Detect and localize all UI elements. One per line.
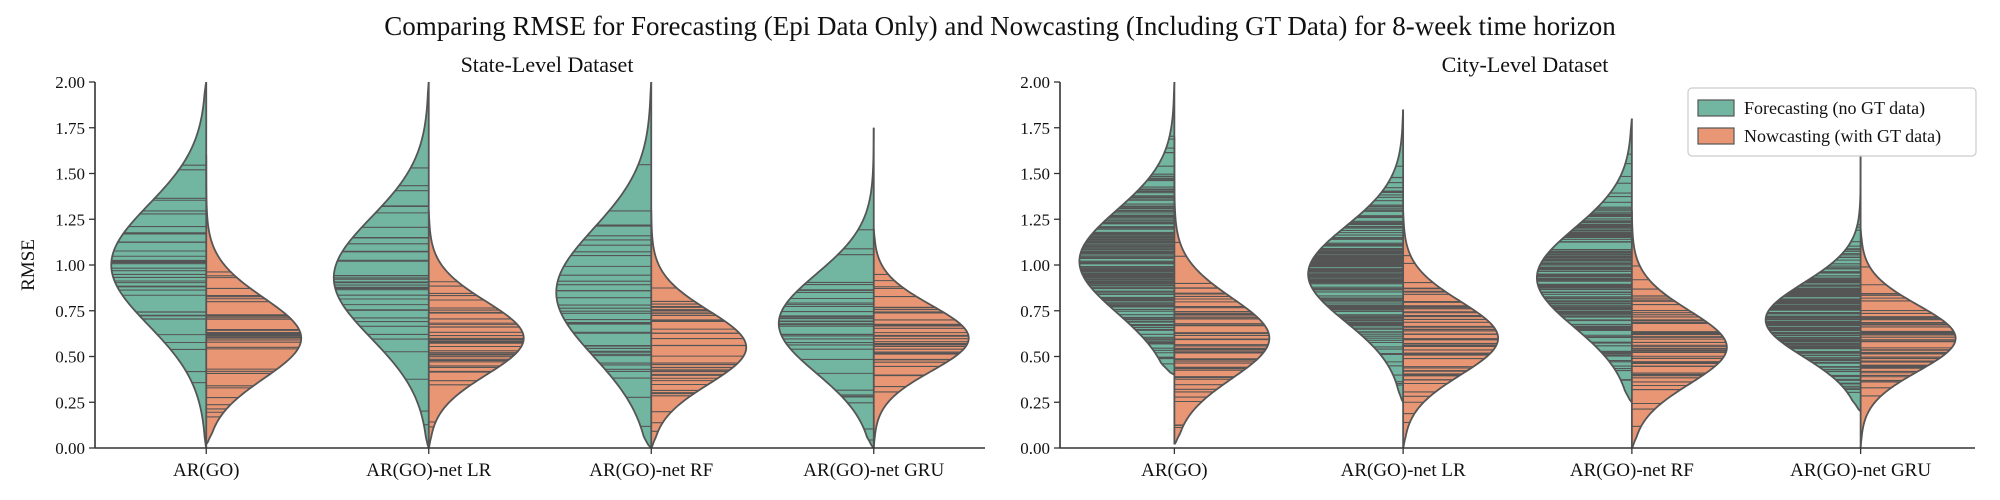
y-tick-label: 1.00: [55, 256, 85, 275]
panel-state-level: State-Level Dataset RMSE AR(GO) AR(GO)-net …: [18, 52, 985, 481]
x-tick-label: AR(GO)-net GRU: [1790, 460, 1931, 481]
panel-title: State-Level Dataset: [461, 52, 634, 77]
violin-outline: [1630, 210, 1728, 449]
panel-city-level: City-Level Dataset AR(GO) AR(GO)-net LR AR(…: [1020, 52, 1975, 481]
violin-outline: [555, 81, 653, 449]
legend-swatch: [1697, 127, 1735, 145]
y-tick-label: 0.50: [55, 348, 85, 367]
violin-nowcast-ar-go: [206, 155, 302, 445]
violin-forecast-ar-go: [111, 82, 207, 448]
x-tick-label: AR(GO)-net RF: [589, 460, 713, 481]
y-tick-label: 1.50: [55, 165, 85, 184]
y-tick-label: 1.00: [1020, 256, 1050, 275]
legend-label: Nowcasting (with GT data): [1744, 126, 1941, 147]
y-tick-label: 0.00: [55, 439, 85, 458]
violin-outline: [332, 81, 430, 449]
y-tick-label: 1.25: [55, 210, 85, 229]
figure-title: Comparing RMSE for Forecasting (Epi Data…: [384, 11, 1616, 41]
y-tick-label: 1.75: [1020, 119, 1050, 138]
y-tick-label: 2.00: [1020, 73, 1050, 92]
violin-outline: [1402, 210, 1500, 449]
y-tick-label: 0.75: [55, 302, 85, 321]
y-axis-label: RMSE: [18, 239, 39, 291]
y-tick-label: 0.50: [1020, 348, 1050, 367]
violin-outline: [1307, 109, 1405, 403]
legend-label: Forecasting (no GT data): [1744, 98, 1925, 119]
violin-outline: [1078, 81, 1176, 376]
violin-outline: [427, 210, 525, 449]
violin-forecast-ar-go-net-rf: [556, 82, 652, 448]
violin-outline: [872, 228, 970, 449]
x-tick-label: AR(GO): [173, 460, 240, 481]
y-tick-label: 1.25: [1020, 210, 1050, 229]
y-tick-label: 1.75: [55, 119, 85, 138]
violin-outline: [1859, 228, 1957, 449]
y-tick-label: 0.75: [1020, 302, 1050, 321]
legend-swatch: [1697, 99, 1735, 117]
x-tick-label: AR(GO)-net RF: [1570, 460, 1694, 481]
panel-title: City-Level Dataset: [1442, 52, 1609, 77]
x-tick-label: AR(GO)-net LR: [366, 460, 491, 481]
x-tick-label: AR(GO): [1141, 460, 1208, 481]
y-tick-label: 0.25: [1020, 393, 1050, 412]
y-tick-label: 0.25: [55, 393, 85, 412]
violin-forecast-ar-go-net-lr: [333, 82, 429, 448]
y-tick-label: 0.00: [1020, 439, 1050, 458]
violin-outline: [110, 81, 208, 449]
violin-forecast-ar-go-net-gru: [778, 127, 874, 448]
y-tick-label: 1.50: [1020, 165, 1050, 184]
y-tick-label: 2.00: [55, 73, 85, 92]
violin-nowcast-ar-go-net-gru: [1860, 228, 1956, 448]
violin-outline: [1535, 118, 1633, 403]
violin-nowcast-ar-go-net-rf: [1631, 210, 1727, 448]
violin-outline: [650, 210, 748, 449]
legend: Forecasting (no GT data) Nowcasting (with…: [1687, 87, 1977, 157]
violin-nowcast-ar-go-net-lr: [428, 210, 524, 448]
x-tick-label: AR(GO)-net LR: [1341, 460, 1466, 481]
violin-outline: [777, 127, 875, 449]
x-tick-label: AR(GO)-net GRU: [803, 460, 944, 481]
legend-frame: [1687, 87, 1977, 157]
